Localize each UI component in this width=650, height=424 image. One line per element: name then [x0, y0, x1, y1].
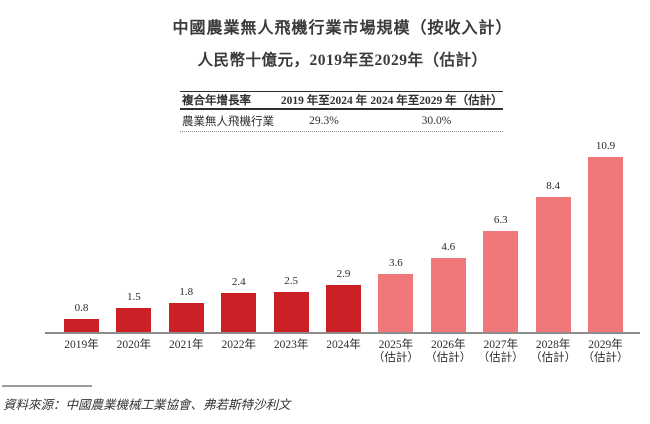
bar-value-label: 2.4 [231, 276, 246, 288]
bar-value-label: 3.6 [389, 257, 403, 269]
bar-2029年 [588, 157, 623, 332]
bar-value-label: 2.5 [284, 275, 298, 287]
bar-2019年 [64, 319, 99, 332]
bar-value-label: 2.9 [336, 268, 351, 280]
x-axis-label: 2020年 [116, 339, 152, 351]
x-axis-label: 2024年 [326, 339, 361, 351]
source-divider-line [2, 385, 92, 387]
bar-value-label: 1.8 [179, 286, 194, 298]
chart-title: 中國農業無人飛機行業市場規模（按收入計） [172, 20, 513, 37]
cagr-header-metric: 複合年增長率 [182, 95, 251, 107]
x-axis-label: 2025年 （估計） [372, 339, 419, 364]
x-axis-label: 2019年 [64, 339, 99, 351]
bar-2024年 [326, 285, 361, 332]
x-axis-line [45, 332, 640, 334]
bar-value-label: 4.6 [441, 241, 456, 253]
cagr-table-header-row: 複合年增長率 2019 年至2024 年 2024 年至2029 年（估計） [180, 91, 503, 110]
bar-2025年 [378, 274, 414, 332]
bar-value-label: 8.4 [546, 180, 560, 192]
x-axis-label: 2029年 （估計） [582, 339, 629, 364]
bar-value-label: 0.8 [74, 302, 89, 314]
bar-2022年 [221, 293, 257, 332]
cagr-header-2024-2029: 2024 年至2029 年（估計） [370, 95, 503, 107]
cagr-row-label: 農業無人飛機行業 [182, 115, 274, 128]
x-axis-label: 2022年 [221, 339, 256, 351]
bar-2027年 [483, 231, 519, 332]
bar-value-label: 6.3 [493, 214, 508, 226]
bar-2023年 [273, 292, 309, 332]
cagr-table: 複合年增長率 2019 年至2024 年 2024 年至2029 年（估計） 農… [180, 91, 503, 132]
bar-2021年 [168, 303, 204, 332]
x-axis-label: 2021年 [169, 339, 204, 351]
bar-value-label: 1.5 [127, 291, 141, 303]
bar-value-label: 10.9 [595, 140, 616, 152]
x-axis-label: 2023年 [273, 339, 309, 351]
bar-2026年 [430, 258, 466, 332]
chart-subtitle: 人民幣十億元，2019年至2029年（估計） [197, 52, 488, 69]
x-axis-label: 2028年 （估計） [530, 339, 577, 364]
cagr-header-2019-2024: 2019 年至2024 年 [280, 95, 368, 107]
x-axis-label: 2026年 （估計） [425, 339, 472, 364]
cagr-table-data-row: 農業無人飛機行業 29.3% 30.0% [180, 110, 503, 132]
source-note: 資料來源：中國農業機械工業協會、弗若斯特沙利文 [3, 398, 291, 412]
cagr-value-2019-2024: 29.3% [309, 114, 339, 127]
bar-2020年 [116, 308, 152, 332]
cagr-value-2024-2029: 30.0% [421, 114, 452, 127]
x-axis-label: 2027年 （估計） [477, 339, 524, 364]
bar-2028年 [535, 197, 571, 332]
